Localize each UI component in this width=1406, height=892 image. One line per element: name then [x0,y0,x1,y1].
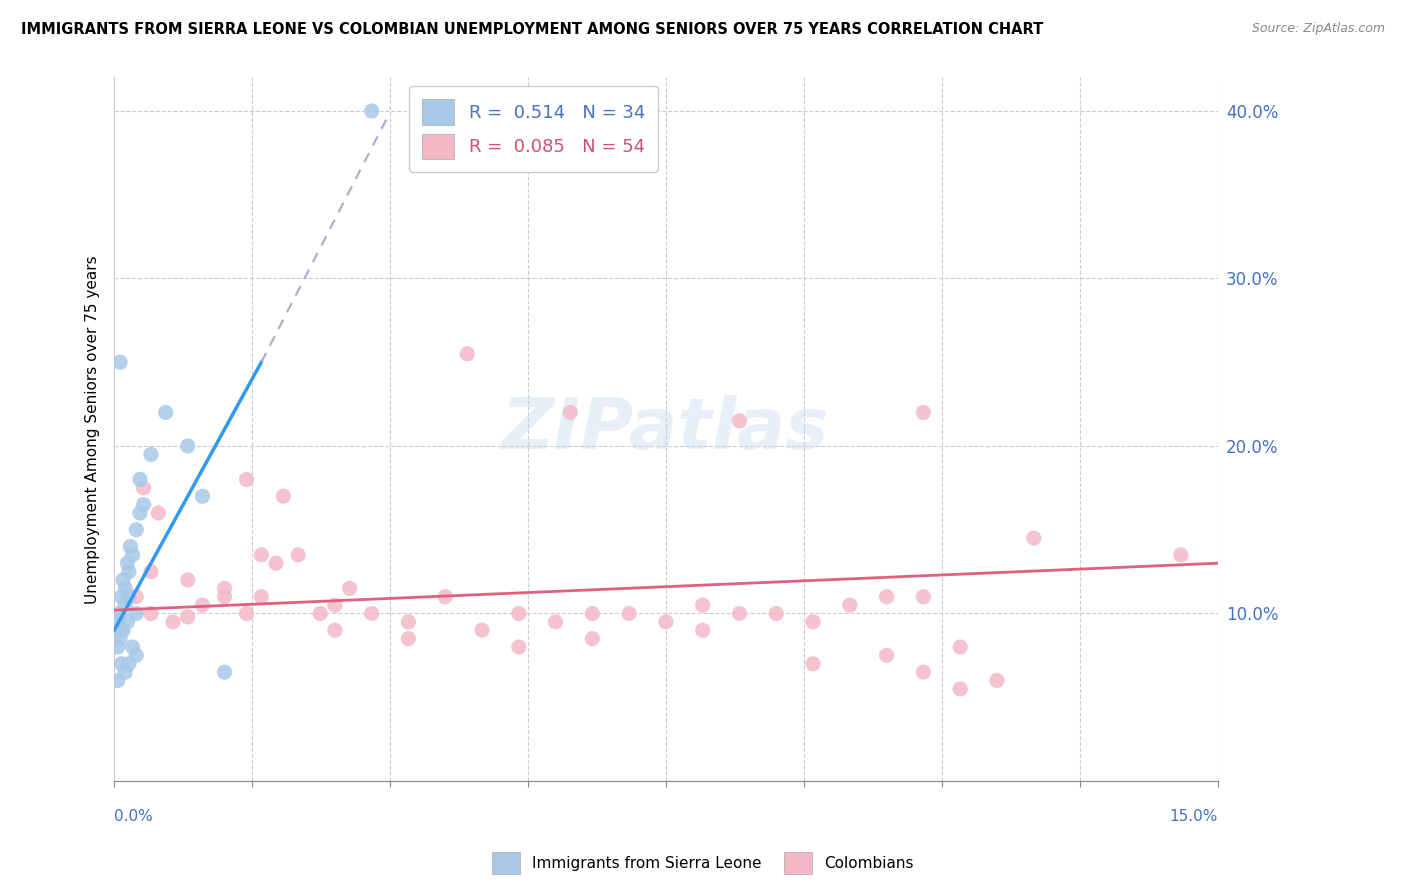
Point [692,598,714,612]
Point [471,624,494,638]
Point [235,607,257,621]
Point [191,598,214,612]
Point [949,640,972,654]
Point [111,573,134,587]
Point [508,607,530,621]
Text: ZIPatlas: ZIPatlas [502,395,830,464]
Text: 0.0%: 0.0% [114,809,153,824]
Point [114,665,136,679]
Point [1022,531,1045,545]
Point [117,615,139,629]
Point [560,405,582,419]
Point [125,648,148,663]
Point [838,598,860,612]
Point [214,582,236,596]
Point [581,632,603,646]
Point [801,657,824,671]
Point [264,556,287,570]
Point [191,489,214,503]
Text: IMMIGRANTS FROM SIERRA LEONE VS COLOMBIAN UNEMPLOYMENT AMONG SENIORS OVER 75 YEA: IMMIGRANTS FROM SIERRA LEONE VS COLOMBIA… [21,22,1043,37]
Point [360,103,382,118]
Point [110,590,132,604]
Point [118,565,141,579]
Point [121,548,143,562]
Point [912,590,935,604]
Point [214,590,236,604]
Y-axis label: Unemployment Among Seniors over 75 years: Unemployment Among Seniors over 75 years [86,255,100,604]
Point [1170,548,1192,562]
Point [581,607,603,621]
Point [114,598,136,612]
Point [108,607,131,621]
Point [125,607,148,621]
Point [120,540,142,554]
Point [139,447,162,461]
Point [107,673,129,688]
Point [617,607,640,621]
Point [129,506,152,520]
Point [125,523,148,537]
Point [162,615,184,629]
Point [177,439,200,453]
Point [121,640,143,654]
Point [132,498,155,512]
Point [107,615,129,629]
Point [177,573,200,587]
Point [360,607,382,621]
Point [110,657,132,671]
Point [728,414,751,428]
Point [801,615,824,629]
Point [986,673,1008,688]
Point [214,665,236,679]
Point [155,405,177,419]
Point [108,355,131,369]
Point [309,607,332,621]
Point [434,590,457,604]
Point [110,624,132,638]
Point [323,598,346,612]
Legend: Immigrants from Sierra Leone, Colombians: Immigrants from Sierra Leone, Colombians [486,846,920,880]
Point [876,590,898,604]
Point [949,681,972,696]
Point [235,473,257,487]
Point [912,405,935,419]
Point [339,582,361,596]
Point [250,548,273,562]
Text: 15.0%: 15.0% [1170,809,1218,824]
Point [111,624,134,638]
Point [287,548,309,562]
Point [876,648,898,663]
Point [125,590,148,604]
Point [912,665,935,679]
Point [139,565,162,579]
Point [148,506,170,520]
Point [728,607,751,621]
Point [508,640,530,654]
Point [139,607,162,621]
Point [250,590,273,604]
Point [114,582,136,596]
Text: Source: ZipAtlas.com: Source: ZipAtlas.com [1251,22,1385,36]
Point [117,556,139,570]
Point [544,615,567,629]
Point [118,657,141,671]
Point [456,347,478,361]
Point [129,473,152,487]
Legend: R =  0.514   N = 34, R =  0.085   N = 54: R = 0.514 N = 34, R = 0.085 N = 54 [409,87,658,172]
Point [692,624,714,638]
Point [655,615,678,629]
Point [398,632,420,646]
Point [323,624,346,638]
Point [765,607,787,621]
Point [177,610,200,624]
Point [107,640,129,654]
Point [108,632,131,646]
Point [398,615,420,629]
Point [132,481,155,495]
Point [273,489,295,503]
Point [118,590,141,604]
